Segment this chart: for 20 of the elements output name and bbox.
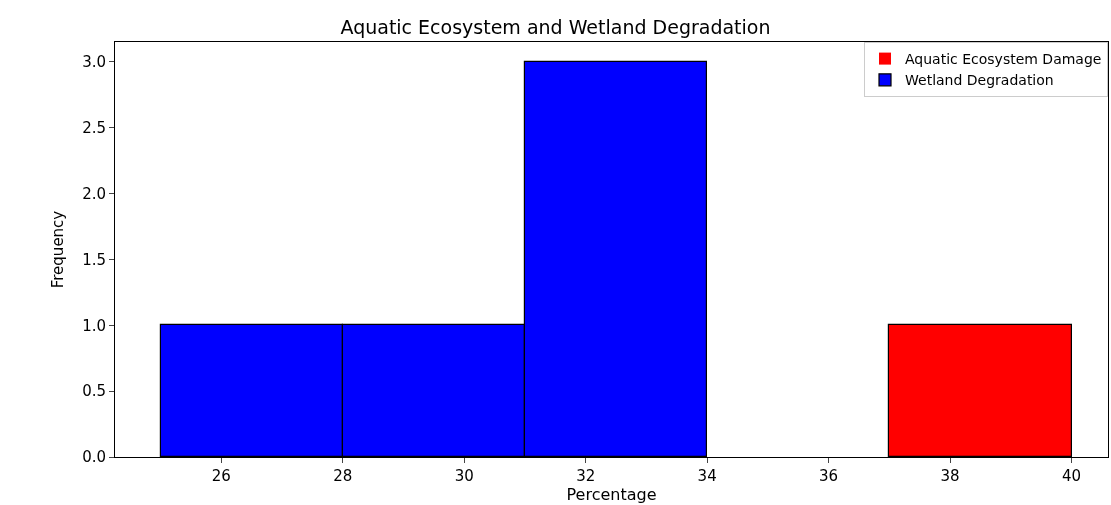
y-tick-label: 1.0 (82, 316, 106, 335)
legend-label: Aquatic Ecosystem Damage (905, 51, 1102, 68)
x-tick-label: 30 (454, 467, 474, 485)
legend-label: Wetland Degradation (905, 72, 1054, 89)
y-tick-label: 0.0 (82, 448, 106, 467)
x-tick-label: 36 (819, 467, 839, 485)
x-tick-label: 28 (333, 467, 353, 485)
y-axis-title: Frequency (49, 210, 68, 289)
y-tick-label: 2.0 (82, 184, 106, 203)
x-tick-label: 38 (940, 467, 960, 485)
x-tick-label: 32 (576, 467, 596, 485)
chart-title: Aquatic Ecosystem and Wetland Degradation (340, 15, 771, 38)
y-tick-label: 0.5 (82, 382, 106, 401)
x-tick-label: 34 (697, 467, 717, 485)
x-tick-label: 26 (211, 467, 231, 485)
x-axis-title: Percentage (566, 485, 657, 504)
y-tick-label: 1.5 (82, 250, 106, 269)
y-tick-label: 3.0 (82, 53, 106, 72)
y-tick-label: 2.5 (82, 118, 106, 137)
x-tick-label: 40 (1062, 467, 1082, 485)
